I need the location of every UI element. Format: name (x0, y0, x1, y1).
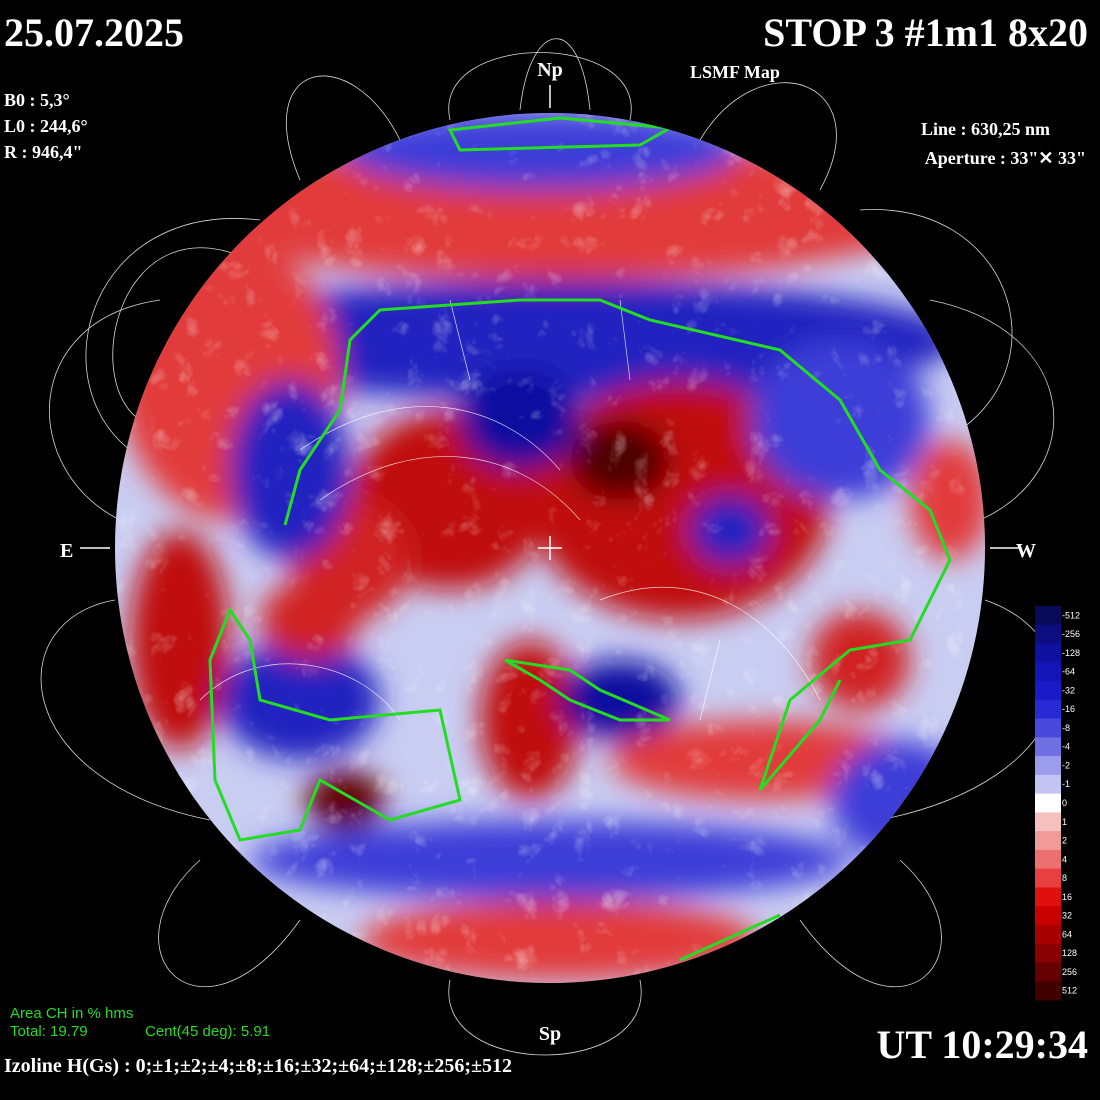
param-aperture: Aperture : 33"✕ 33" (925, 148, 1086, 168)
area-total: Total: 19.79 (10, 1023, 88, 1040)
colorbar-label: 256 (1062, 967, 1077, 977)
colorbar-swatch (1035, 831, 1061, 851)
colorbar-label: 512 (1062, 986, 1077, 996)
colorbar-swatch (1035, 887, 1061, 907)
colorbar-swatch (1035, 962, 1061, 982)
param-b0: B0 : 5,3° (4, 90, 70, 110)
north: Np (537, 59, 563, 81)
colorbar-swatch (1035, 718, 1061, 738)
colorbar-swatch (1035, 906, 1061, 926)
colorbar-swatch (1035, 681, 1061, 701)
colorbar-label: -2 (1062, 760, 1070, 770)
colorbar-label: -1 (1062, 779, 1070, 789)
colorbar-swatch (1035, 849, 1061, 870)
colorbar-swatch (1035, 793, 1061, 813)
south: Sp (539, 1023, 561, 1045)
colorbar-label: -4 (1062, 742, 1070, 752)
ut-time: UT 10:29:34 (877, 1022, 1088, 1067)
colorbar-swatch (1035, 981, 1061, 1001)
param-r: R : 946,4" (4, 142, 83, 162)
colorbar-label: -8 (1062, 723, 1070, 733)
colorbar-swatch (1035, 737, 1061, 757)
colorbar-label: -128 (1062, 648, 1080, 658)
colorbar-swatch (1035, 868, 1061, 888)
subtitle: LSMF Map (690, 62, 780, 82)
colorbar-swatch (1035, 662, 1061, 682)
disk (115, 113, 985, 983)
isolines: Izoline H(Gs) : 0;±1;±2;±4;±8;±16;±32;±6… (4, 1055, 512, 1077)
colorbar-swatch (1035, 643, 1061, 663)
colorbar-label: 4 (1062, 854, 1067, 864)
colorbar-label: 16 (1062, 892, 1072, 902)
colorbar-label: -32 (1062, 685, 1075, 695)
colorbar-label: 128 (1062, 948, 1077, 958)
area-heading: Area CH in % hms (10, 1005, 133, 1022)
east: E (60, 540, 73, 562)
param-line: Line : 630,25 nm (921, 119, 1050, 139)
colorbar-swatch (1035, 774, 1061, 795)
date: 25.07.2025 (4, 10, 184, 55)
colorbar-label: 32 (1062, 911, 1072, 921)
west: W (1016, 540, 1036, 562)
colorbar-label: 64 (1062, 929, 1072, 939)
colorbar-label: -256 (1062, 629, 1080, 639)
colorbar-swatch (1035, 812, 1061, 832)
colorbar-label: 2 (1062, 836, 1067, 846)
area-central: Cent(45 deg): 5.91 (145, 1023, 270, 1040)
colorbar-label: -512 (1062, 610, 1080, 620)
param-l0: L0 : 244,6° (4, 116, 88, 136)
colorbar-label: 8 (1062, 873, 1067, 883)
colorbar-swatch (1035, 624, 1061, 645)
colorbar-swatch (1035, 943, 1061, 963)
colorbar-label: -64 (1062, 667, 1075, 677)
colorbar: -512 -256 -128 -64 -32 -16 -8 -4 -2 -1 0 1 2 4 8 16 32 64… (1035, 606, 1080, 1001)
colorbar-swatch (1035, 606, 1061, 626)
colorbar-swatch (1035, 924, 1061, 945)
colorbar-label: -16 (1062, 704, 1075, 714)
colorbar-swatch (1035, 699, 1061, 720)
colorbar-label: 1 (1062, 817, 1067, 827)
title: STOP 3 #1m1 8x20 (763, 10, 1088, 55)
colorbar-label: 0 (1062, 798, 1067, 808)
markers (80, 85, 1020, 560)
colorbar-swatch (1035, 756, 1061, 776)
